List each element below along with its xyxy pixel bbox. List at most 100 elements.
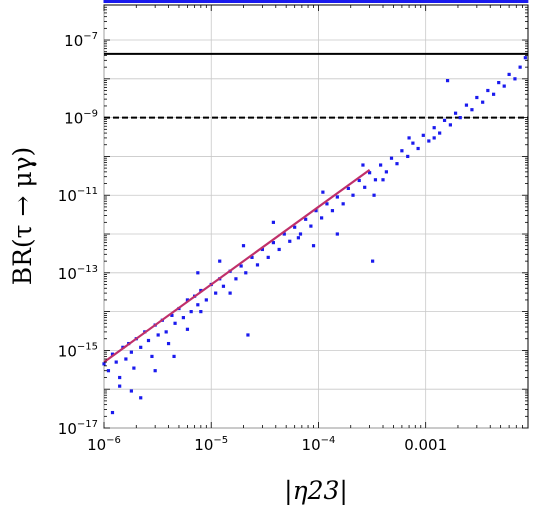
scatter-point [231, 0, 235, 3]
scatter-point [106, 0, 110, 3]
scatter-point [333, 0, 337, 3]
scatter-point [309, 0, 313, 3]
scatter-point [166, 341, 171, 346]
scatter-point [271, 220, 275, 224]
scatter-point [129, 0, 133, 3]
x-tick-label: 10−4 [302, 435, 336, 454]
scatter-point [357, 0, 361, 3]
scatter-point [335, 232, 339, 236]
scatter-point [336, 0, 340, 3]
scatter-point [202, 0, 206, 3]
scatter-point [453, 111, 458, 115]
scatter-point [421, 133, 425, 137]
scatter-point [143, 0, 147, 3]
scatter-point [169, 0, 173, 3]
scatter-point [264, 0, 268, 3]
scatter-point [296, 0, 300, 3]
scatter-point [452, 0, 456, 3]
scatter-point [361, 163, 365, 167]
scatter-point [516, 0, 520, 3]
scatter-point [320, 216, 324, 220]
scatter-point [437, 0, 441, 3]
scatter-point [111, 0, 115, 3]
scatter-point [239, 264, 243, 268]
scatter-point [214, 0, 218, 3]
scatter-point [271, 0, 275, 3]
scatter-point [416, 146, 420, 151]
scatter-point [400, 149, 404, 153]
scatter-point [204, 298, 208, 302]
scatter-point [110, 352, 115, 356]
scatter-point [381, 178, 385, 182]
scatter-point [314, 209, 318, 213]
scatter-point [415, 0, 419, 3]
scatter-point [271, 241, 275, 245]
scatter-point [383, 0, 387, 3]
scatter-point [158, 0, 162, 3]
scatter-point [432, 126, 436, 130]
scatter-point [523, 56, 527, 60]
axis-ticks [103, 4, 528, 429]
scatter-point [260, 247, 264, 252]
scatter-point [126, 0, 130, 3]
scatter-point [217, 0, 221, 3]
scatter-point [475, 95, 479, 100]
x-tick-labels: 10−6 10−5 10−4 0.001 [87, 435, 447, 454]
scatter-point [156, 0, 160, 3]
scatter-point [181, 0, 185, 3]
scatter-point [507, 72, 511, 77]
scatter-point [396, 0, 400, 3]
scatter-point [445, 79, 450, 83]
scatter-point [173, 0, 177, 3]
scatter-point [402, 0, 406, 3]
scatter-point [519, 0, 523, 3]
scatter-point [288, 239, 292, 243]
y-tick-label: 10−13 [58, 264, 98, 283]
scatter-point [376, 0, 380, 3]
scatter-point [261, 0, 265, 3]
scatter-point [287, 0, 291, 3]
scatter-point [110, 0, 114, 3]
scatter-point [204, 0, 208, 3]
y-tick-label: 10−9 [64, 109, 98, 128]
scatter-point [137, 0, 141, 3]
scatter-point [114, 360, 118, 364]
y-tick-label: 10−17 [58, 419, 98, 438]
scatter-point [346, 186, 350, 190]
scatter-point [355, 0, 359, 3]
scatter-point [170, 313, 174, 317]
scatter-point [104, 0, 108, 3]
scatter-point [118, 375, 122, 380]
scatter-point [177, 0, 181, 3]
scatter-point [497, 80, 501, 85]
scatter-point [312, 0, 316, 3]
scatter-point [368, 0, 372, 3]
scatter-point [329, 0, 333, 3]
scatter-point [325, 202, 329, 206]
scatter-point [472, 0, 476, 3]
scatter-point [146, 338, 151, 343]
scatter-point [372, 193, 376, 197]
scatter-points [102, 0, 529, 415]
scatter-point [409, 0, 413, 3]
y-axis-title: BR(τ → μγ) [8, 147, 37, 286]
scatter-point [153, 369, 157, 373]
scatter-point [309, 224, 313, 228]
scatter-point [199, 288, 203, 293]
scatter-point [189, 0, 193, 3]
scatter-point [432, 136, 436, 140]
scatter-point [218, 259, 222, 263]
scatter-point [325, 0, 329, 3]
scatter-point [175, 0, 179, 3]
x-tick-label: 10−5 [194, 435, 228, 454]
scatter-point [502, 84, 506, 88]
scatter-point [331, 0, 335, 3]
x-tick-label: 10−6 [87, 435, 121, 454]
scatter-point [298, 232, 303, 236]
scatter-point [139, 345, 143, 349]
plot-background [103, 4, 529, 429]
trend-line [103, 168, 371, 363]
scatter-point [225, 0, 229, 3]
scatter-point [196, 303, 200, 307]
